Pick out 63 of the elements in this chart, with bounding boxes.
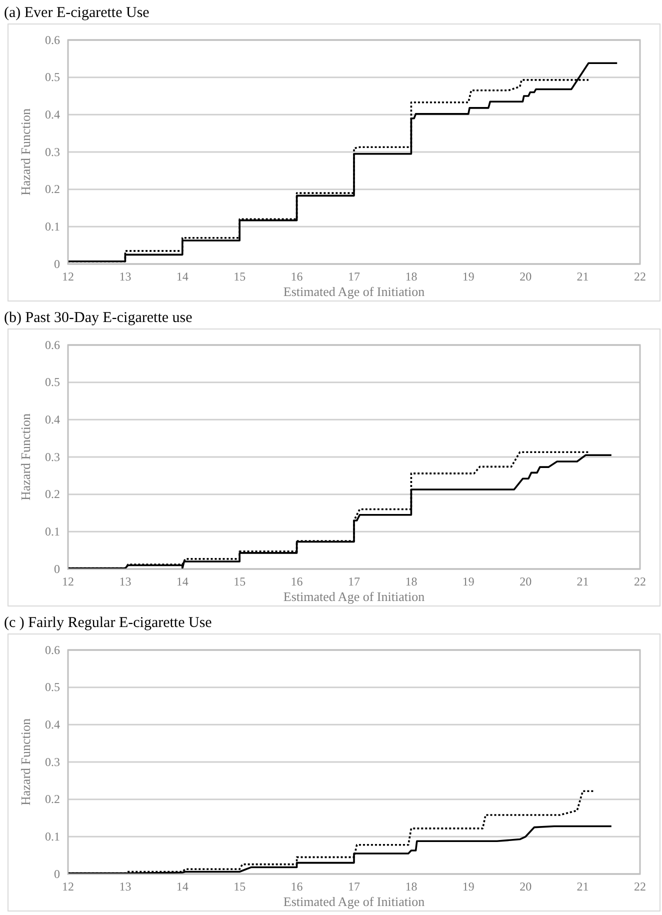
- x-tick-label: 18: [405, 270, 418, 284]
- y-tick-label: 0.1: [45, 220, 60, 234]
- x-tick-label: 13: [119, 880, 132, 894]
- y-tick-label: 0.5: [45, 680, 60, 694]
- y-tick-label: 0.2: [45, 792, 60, 806]
- y-tick-label: 0: [54, 256, 60, 271]
- x-tick-label: 22: [634, 270, 646, 284]
- y-axis-title: Hazard Function: [18, 413, 33, 501]
- x-tick-label: 17: [348, 574, 360, 589]
- y-tick-label: 0: [54, 562, 60, 576]
- y-tick-label: 0.4: [45, 108, 60, 122]
- x-tick-label: 14: [176, 574, 188, 589]
- x-tick-label: 22: [634, 574, 646, 589]
- x-tick-label: 20: [520, 880, 532, 894]
- x-tick-label: 13: [119, 270, 132, 284]
- y-tick-label: 0.6: [45, 32, 60, 47]
- x-tick-label: 20: [520, 270, 532, 284]
- x-tick-label: 19: [462, 880, 474, 894]
- x-tick-label: 18: [405, 880, 418, 894]
- y-tick-label: 0.3: [45, 450, 60, 464]
- x-tick-label: 13: [119, 574, 132, 589]
- x-tick-label: 18: [405, 574, 418, 589]
- x-tick-label: 21: [576, 880, 589, 894]
- x-tick-label: 14: [176, 270, 188, 284]
- chart-title: (b) Past 30-Day E-cigarette use: [4, 310, 193, 326]
- y-tick-label: 0.3: [45, 144, 60, 159]
- y-tick-label: 0.5: [45, 70, 60, 84]
- x-tick-label: 17: [348, 880, 360, 894]
- y-tick-label: 0.2: [45, 487, 60, 502]
- y-axis-title: Hazard Function: [18, 108, 33, 196]
- x-tick-label: 21: [576, 574, 589, 589]
- x-tick-label: 16: [290, 270, 303, 284]
- x-tick-label: 12: [62, 574, 74, 589]
- x-tick-label: 14: [176, 880, 188, 894]
- y-tick-label: 0.4: [45, 718, 60, 732]
- y-axis-title: Hazard Function: [18, 718, 33, 806]
- x-tick-label: 21: [576, 270, 589, 284]
- x-tick-label: 19: [462, 270, 474, 284]
- x-axis-title: Estimated Age of Initiation: [283, 589, 426, 604]
- x-axis-title: Estimated Age of Initiation: [283, 284, 426, 299]
- x-tick-label: 17: [348, 270, 360, 284]
- x-axis-title: Estimated Age of Initiation: [283, 894, 426, 909]
- y-tick-label: 0.2: [45, 182, 60, 196]
- y-tick-label: 0.3: [45, 754, 60, 769]
- x-tick-label: 15: [234, 270, 246, 284]
- x-tick-label: 12: [62, 880, 74, 894]
- x-tick-label: 22: [634, 880, 646, 894]
- chart-title: (c ) Fairly Regular E-cigarette Use: [4, 615, 212, 631]
- x-tick-label: 16: [290, 574, 303, 589]
- x-tick-label: 16: [290, 880, 303, 894]
- y-tick-label: 0.1: [45, 830, 60, 844]
- x-tick-label: 12: [62, 270, 74, 284]
- x-tick-label: 20: [520, 574, 532, 589]
- y-tick-label: 0.1: [45, 524, 60, 539]
- x-tick-label: 19: [462, 574, 474, 589]
- y-tick-label: 0.6: [45, 642, 60, 657]
- x-tick-label: 15: [234, 880, 246, 894]
- y-tick-label: 0.5: [45, 375, 60, 390]
- chart-title: (a) Ever E-cigarette Use: [4, 5, 150, 21]
- y-tick-label: 0.4: [45, 412, 60, 427]
- y-tick-label: 0: [54, 866, 60, 881]
- x-tick-label: 15: [234, 574, 246, 589]
- y-tick-label: 0.6: [45, 338, 60, 352]
